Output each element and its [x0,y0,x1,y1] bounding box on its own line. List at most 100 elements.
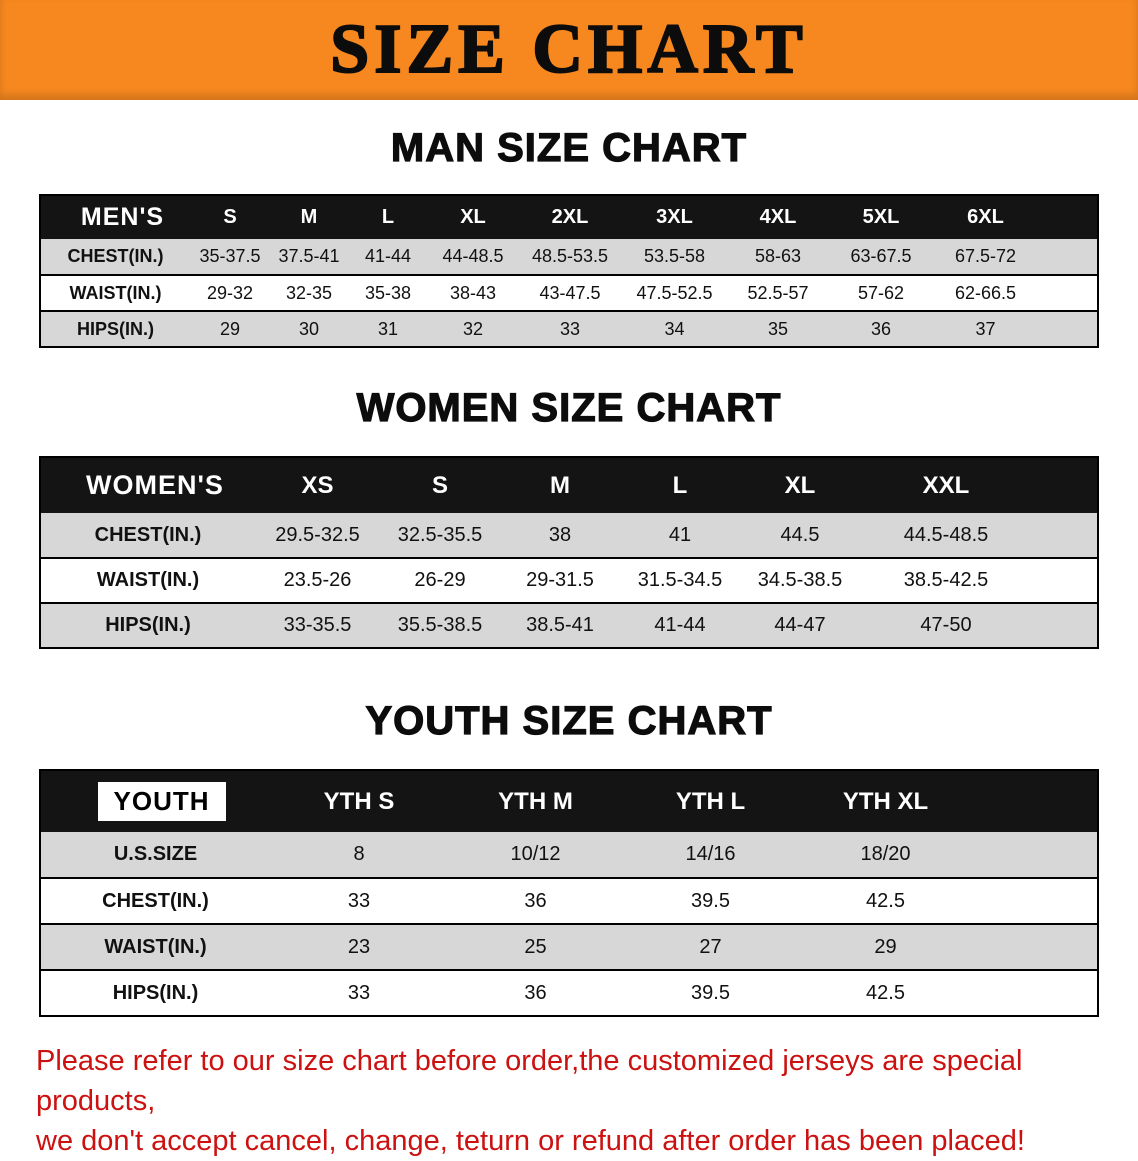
size-value-cell: 35.5-38.5 [397,614,483,636]
women-chest-row: CHEST(IN.) 29.5-32.5 32.5-35.5 38 41 44.… [40,513,1098,558]
filler-cell [973,924,1098,970]
row-label-cell: HIPS(IN.) [105,614,191,636]
size-value-cell: 10/12 [510,843,561,865]
men-size-header-3xl: 3XL [656,206,693,228]
row-label-cell: WAIST(IN.) [69,282,162,303]
size-value-cell: 14/16 [685,843,736,865]
youth-corner-chip: YOUTH [97,782,226,821]
row-label-cell: CHEST(IN.) [102,889,209,912]
size-value-cell: 29.5-32.5 [275,523,360,546]
filler-cell [973,770,1098,832]
men-size-header-5xl: 5XL [862,206,900,228]
youth-section: YOUTH SIZE CHART YOUTH YTH S YTH M YTH L… [0,698,1138,1017]
youth-hips-row: HIPS(IN.) 33 36 39.5 42.5 [40,970,1098,1016]
women-section-title: WOMEN SIZE CHART [356,385,782,430]
men-size-header-6xl: 6XL [967,206,1004,228]
youth-size-header-l: YTH L [675,787,746,815]
row-label-cell: CHEST(IN.) [94,523,202,546]
row-label-cell: U.S.SIZE [113,843,198,865]
disclaimer: Please refer to our size chart before or… [0,1041,1138,1161]
men-size-header-m: M [300,206,318,228]
size-value-cell: 38.5-42.5 [903,569,989,591]
filler-cell [973,832,1098,878]
women-hips-row: HIPS(IN.) 33-35.5 35.5-38.5 38.5-41 41-4… [40,603,1098,648]
women-waist-row: WAIST(IN.) 23.5-26 26-29 29-31.5 31.5-34… [40,558,1098,603]
size-value-cell: 35 [767,318,789,339]
women-size-header-s: S [431,471,448,499]
size-value-cell: 41 [668,523,692,546]
disclaimer-line-2: we don't accept cancel, change, teturn o… [36,1125,1025,1158]
filler-cell [1038,239,1098,275]
youth-waist-row: WAIST(IN.) 23 25 27 29 [40,924,1098,970]
banner: SIZE CHART [0,0,1138,100]
women-size-table: WOMEN'S XS S M L XL XXL CHEST(IN.) 29.5-… [39,456,1099,649]
size-value-cell: 62-66.5 [954,282,1017,303]
filler-cell [1032,513,1098,558]
filler-cell [1032,603,1098,648]
women-size-header-l: L [672,471,688,499]
size-value-cell: 44-48.5 [442,246,504,266]
men-header-row: MEN'S S M L XL 2XL 3XL 4XL 5XL 6XL [40,195,1098,239]
filler-cell [1038,275,1098,311]
size-value-cell: 38.5-41 [526,614,594,636]
women-table-corner-label: WOMEN'S [86,470,224,500]
men-size-table: MEN'S S M L XL 2XL 3XL 4XL 5XL 6XL CHEST… [39,194,1099,348]
size-value-cell: 32-35 [285,282,333,303]
size-value-cell: 57-62 [857,282,905,303]
size-value-cell: 34 [664,318,685,339]
size-value-cell: 44.5-48.5 [903,523,989,546]
men-size-header-s: S [223,206,237,228]
women-size-header-xl: XL [784,471,816,499]
size-value-cell: 37.5-41 [278,246,340,266]
women-size-header-m: M [550,471,570,499]
men-size-header-4xl: 4XL [759,206,797,228]
men-chest-row: CHEST(IN.) 35-37.5 37.5-41 41-44 44-48.5… [40,239,1098,275]
size-value-cell: 36 [524,981,547,1004]
size-value-cell: 33 [347,889,371,912]
size-value-cell: 35-38 [364,282,412,303]
size-value-cell: 52.5-57 [747,282,809,303]
page-title: SIZE CHART [329,10,808,89]
row-label-cell: WAIST(IN.) [96,569,200,591]
size-value-cell: 8 [353,843,365,865]
men-size-header-2xl: 2XL [551,206,589,228]
size-value-cell: 42.5 [866,981,905,1004]
size-value-cell: 39.5 [691,889,730,912]
youth-table-corner-label: YOUTH [40,770,270,832]
size-value-cell: 44-47 [774,614,826,636]
size-value-cell: 58-63 [754,246,802,266]
size-value-cell: 18/20 [860,843,911,865]
women-size-header-xxl: XXL [922,471,970,499]
women-size-header-xs: XS [301,471,334,499]
size-value-cell: 32.5-35.5 [397,523,483,546]
size-value-cell: 41-44 [364,246,412,266]
youth-header-row: YOUTH YTH S YTH M YTH L YTH XL [40,770,1098,832]
filler-cell [1038,311,1098,347]
filler-cell [1038,195,1098,239]
size-value-cell: 27 [699,935,722,958]
size-value-cell: 26-29 [414,569,466,591]
size-value-cell: 29-32 [206,282,254,303]
size-value-cell: 32 [462,318,484,339]
size-value-cell: 23 [347,935,371,958]
size-value-cell: 33-35.5 [283,614,352,636]
size-value-cell: 35-37.5 [199,246,261,266]
size-value-cell: 44.5 [780,523,820,546]
row-label-cell: WAIST(IN.) [104,935,207,958]
size-value-cell: 41-44 [654,614,706,636]
men-size-header-l: L [381,206,395,228]
youth-size-table: YOUTH YTH S YTH M YTH L YTH XL U.S.SIZE … [39,769,1099,1017]
disclaimer-line-1: Please refer to our size chart before or… [36,1045,1023,1118]
men-hips-row: HIPS(IN.) 29 30 31 32 33 34 35 36 37 [40,311,1098,347]
size-value-cell: 39.5 [691,981,730,1004]
women-header-row: WOMEN'S XS S M L XL XXL [40,457,1098,513]
size-value-cell: 63-67.5 [850,246,912,266]
size-value-cell: 23.5-26 [283,569,352,591]
youth-chest-row: CHEST(IN.) 33 36 39.5 42.5 [40,878,1098,924]
size-value-cell: 31 [377,318,399,339]
size-value-cell: 48.5-53.5 [531,246,609,266]
size-value-cell: 67.5-72 [954,246,1017,266]
men-size-header-xl: XL [460,206,486,228]
size-value-cell: 36 [524,889,547,912]
